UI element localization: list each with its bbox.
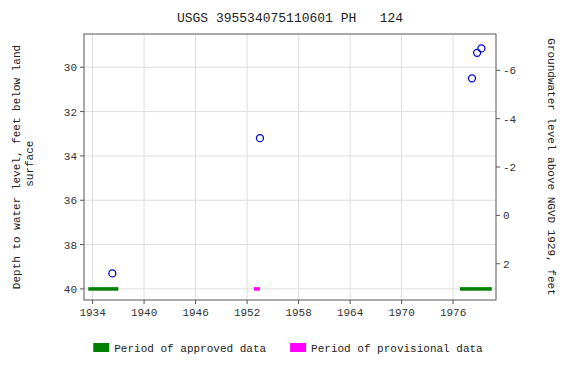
grid-line [401, 34, 402, 300]
period-bar [460, 287, 492, 291]
y2-tick [496, 70, 500, 71]
axes: 1934 1940 1946 1952 1958 1964 1970 1976 30 32 34 36… [64, 62, 517, 319]
y-tick-label: 38 [64, 240, 77, 252]
x-tick [92, 300, 93, 304]
y2-tick-label: -6 [503, 65, 516, 77]
y-tick [80, 111, 84, 112]
y-tick-label: 36 [64, 195, 77, 207]
x-tick [195, 300, 196, 304]
y2-tick [496, 118, 500, 119]
grid-line [84, 67, 496, 68]
y-tick-label: 34 [64, 151, 78, 163]
grid-line [84, 288, 496, 289]
y2-tick-label: 0 [503, 210, 510, 222]
data-point [256, 135, 263, 142]
y-tick [80, 244, 84, 245]
y2-tick-label: -2 [503, 162, 516, 174]
x-tick [401, 300, 402, 304]
period-bar [254, 287, 260, 291]
grid-line [84, 155, 496, 156]
legend: Period of approved data Period of provisi… [93, 343, 483, 355]
y2-tick-label: 2 [503, 259, 510, 271]
x-tick [144, 300, 145, 304]
x-tick-label: 1958 [285, 307, 311, 319]
y-axis-label-line: surface [24, 141, 36, 194]
grid-line [84, 244, 496, 245]
y-tick [80, 67, 84, 68]
x-tick-label: 1934 [79, 307, 106, 319]
background [0, 0, 576, 384]
y-tick [80, 155, 84, 156]
y-tick-label: 40 [64, 284, 77, 296]
legend-item: Period of approved data [93, 343, 266, 355]
x-tick [350, 300, 351, 304]
grid-line [84, 111, 496, 112]
plot-frame [84, 34, 496, 300]
y2-tick-label: -4 [503, 114, 517, 126]
grid-line [84, 200, 496, 201]
y-tick [80, 288, 84, 289]
period-bar [88, 287, 118, 291]
grid-line [195, 34, 196, 300]
grid-line [350, 34, 351, 300]
marks [88, 45, 491, 291]
y2-tick [496, 215, 500, 216]
y-tick-label: 32 [64, 107, 77, 119]
y2-tick [496, 167, 500, 168]
y-axis-label-line: Depth to water level, feet below land [11, 45, 23, 289]
legend-item: Period of provisional data [290, 343, 483, 355]
y2-axis-label: Groundwater level above NGVD 1929, feet [545, 38, 557, 295]
legend-label: Period of approved data [114, 343, 266, 355]
x-tick-label: 1952 [234, 307, 260, 319]
legend-swatch [93, 343, 109, 352]
grid-line [92, 34, 93, 300]
grid-line [298, 34, 299, 300]
x-tick [247, 300, 248, 304]
data-point [478, 45, 485, 52]
x-tick-label: 1964 [337, 307, 364, 319]
title: USGS 395534075110601 PH 124 [177, 11, 403, 26]
grid [84, 34, 496, 300]
x-tick-label: 1946 [182, 307, 208, 319]
y-axis-label: Depth to water level, feet below land su… [11, 45, 36, 289]
grid-line [247, 34, 248, 300]
legend-swatch [290, 343, 306, 352]
x-tick [453, 300, 454, 304]
x-tick-label: 1976 [440, 307, 466, 319]
y2-tick [496, 263, 500, 264]
x-tick-label: 1970 [388, 307, 414, 319]
chart: 1934 1940 1946 1952 1958 1964 1970 1976 30 32 34 36… [0, 0, 576, 384]
y-tick-label: 30 [64, 62, 77, 74]
x-tick-label: 1940 [131, 307, 157, 319]
grid-line [453, 34, 454, 300]
x-tick [298, 300, 299, 304]
data-point [474, 49, 481, 56]
y-tick [80, 200, 84, 201]
grid-line [144, 34, 145, 300]
data-point [468, 75, 475, 82]
legend-label: Period of provisional data [311, 343, 483, 355]
data-point [109, 270, 116, 277]
